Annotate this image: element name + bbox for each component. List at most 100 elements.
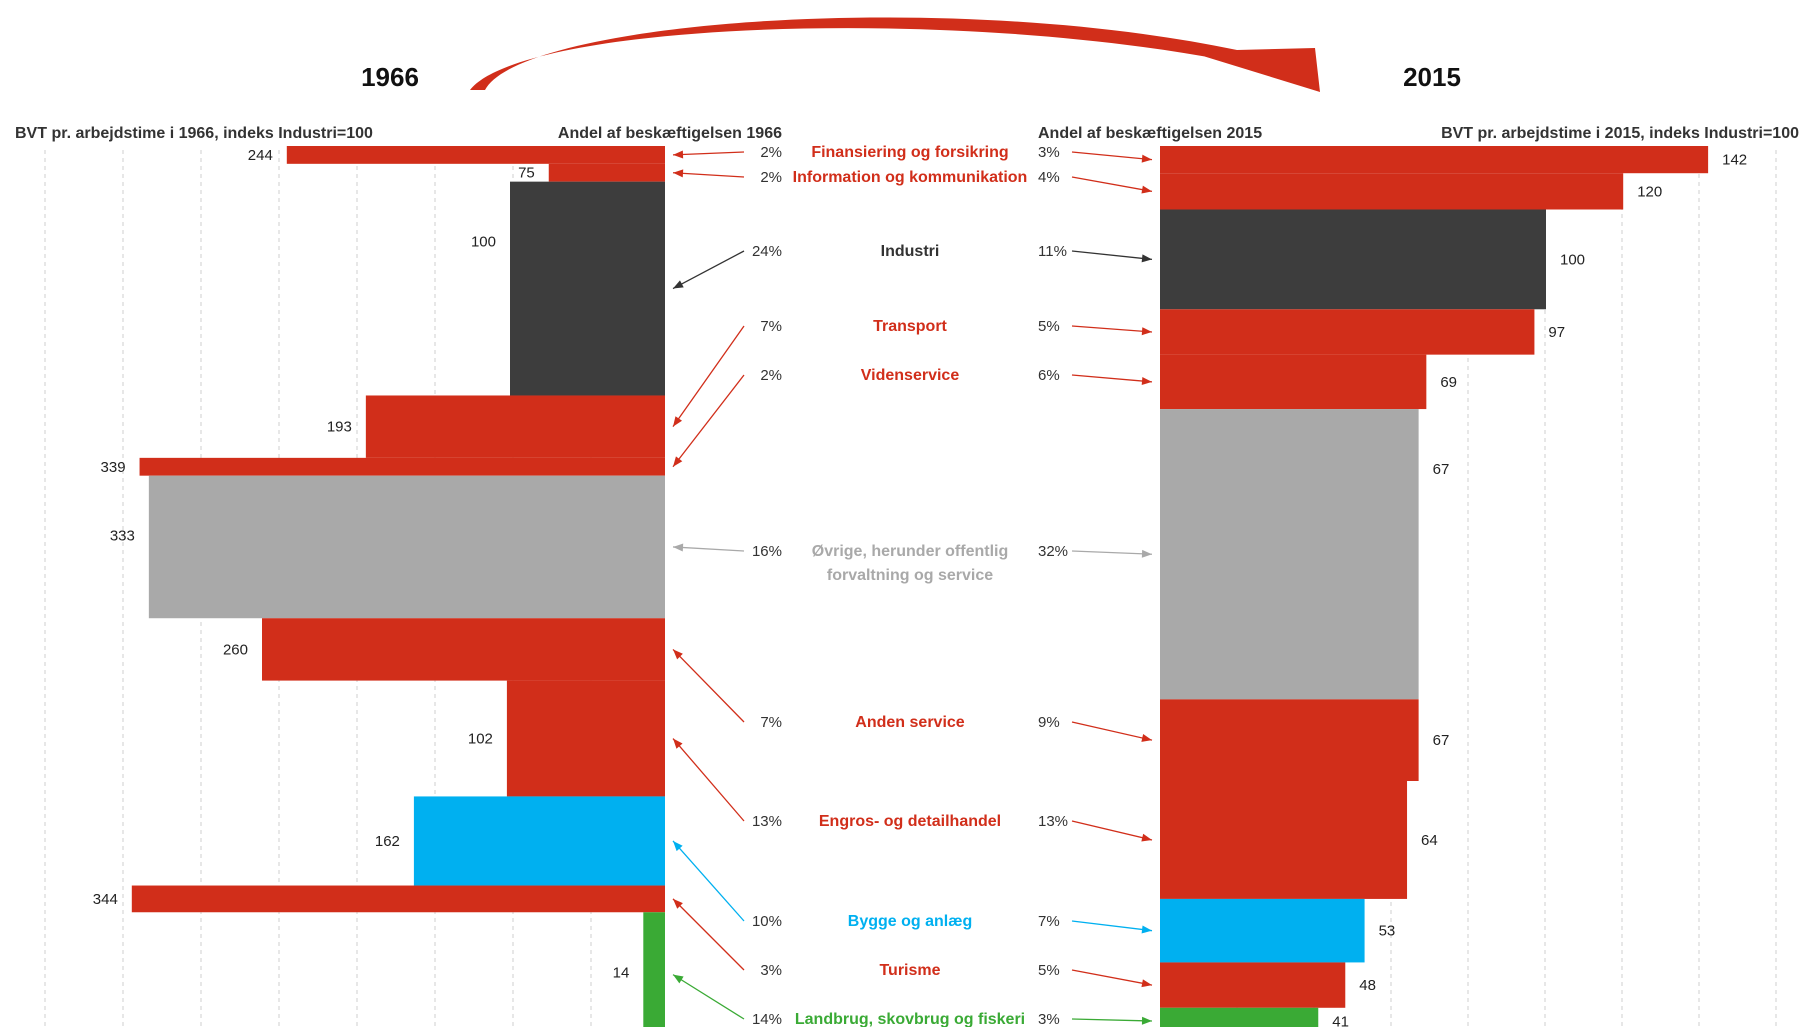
arrowhead-2015-engros-og-detailhandel <box>1141 833 1152 842</box>
bar-1966-anden-service <box>262 618 665 681</box>
sector-name-transport: Transport <box>873 318 947 335</box>
arrowhead-2015-anden-service <box>1141 734 1152 742</box>
value-2015-bygge-og-anlaeg: 53 <box>1379 923 1396 940</box>
share-1966-bygge-og-anlaeg: 10% <box>752 913 782 930</box>
arrow-1966-engros-og-detailhandel <box>672 738 745 822</box>
arrow-2015-videnservice <box>1071 374 1153 383</box>
share-2015-finansiering-og-forsikring: 3% <box>1038 144 1060 161</box>
bar-1966-oevrige-herunder-offentlig-forvaltning-og-service <box>148 475 666 619</box>
arrow-1966-finansiering-og-forsikring <box>672 151 745 156</box>
value-2015-landbrug-skovbrug-og-fiskeri: 41 <box>1332 1013 1349 1027</box>
arrowhead-1966-finansiering-og-forsikring <box>673 150 684 159</box>
arrowhead-1966-industri <box>673 280 684 289</box>
arrow-2015-oevrige-herunder-offentlig-forvaltning-og-service <box>1071 550 1153 555</box>
arrow-1966-information-og-kommunikation <box>672 172 745 178</box>
sector-name-information-og-kommunikation: Information og kommunikation <box>793 169 1028 186</box>
left-value-axis-label: BVT pr. arbejdstime i 1966, indeks Indus… <box>15 125 373 142</box>
sector-name-turisme: Turisme <box>879 962 940 979</box>
sector-name-anden-service: Anden service <box>855 714 964 731</box>
bar-1966-turisme <box>131 885 666 913</box>
bar-2015-videnservice <box>1160 354 1427 410</box>
bar-1966-information-og-kommunikation <box>548 163 665 182</box>
arrowhead-1966-turisme <box>673 898 683 909</box>
connector-arrows <box>672 150 1153 1025</box>
bar-1966-landbrug-skovbrug-og-fiskeri <box>643 912 665 1027</box>
share-2015-oevrige-herunder-offentlig-forvaltning-og-service: 32% <box>1038 543 1068 560</box>
arrow-1966-anden-service <box>672 648 745 723</box>
left-share-axis-label: Andel af beskæftigelsen 1966 <box>558 125 782 142</box>
arrow-2015-engros-og-detailhandel <box>1071 820 1153 841</box>
value-2015-information-og-kommunikation: 120 <box>1637 183 1662 200</box>
share-2015-engros-og-detailhandel: 13% <box>1038 813 1068 830</box>
arrowhead-2015-oevrige-herunder-offentlig-forvaltning-og-service <box>1141 549 1152 558</box>
bar-2015-transport <box>1160 309 1535 355</box>
arrow-1966-bygge-og-anlaeg <box>672 840 745 922</box>
value-2015-anden-service: 67 <box>1433 732 1450 749</box>
value-2015-oevrige-herunder-offentlig-forvaltning-og-service: 67 <box>1433 461 1450 478</box>
value-1966-information-og-kommunikation: 75 <box>518 165 535 182</box>
bar-2015-industri <box>1160 209 1546 310</box>
share-2015-anden-service: 9% <box>1038 714 1060 731</box>
sector-labels: 2% 3% Finansiering og forsikring 2% 4% Inform… <box>752 144 1068 1027</box>
arrow-2015-anden-service <box>1071 721 1153 741</box>
share-1966-anden-service: 7% <box>760 714 782 731</box>
share-1966-information-og-kommunikation: 2% <box>760 169 782 186</box>
bar-2015-engros-og-detailhandel <box>1160 781 1408 899</box>
arrowhead-2015-turisme <box>1141 979 1152 988</box>
right-share-axis-label: Andel af beskæftigelsen 2015 <box>1038 125 1262 142</box>
arrowhead-1966-transport <box>673 416 683 427</box>
sector-name-engros-og-detailhandel: Engros- og detailhandel <box>819 813 1001 830</box>
value-1966-industri: 100 <box>471 234 496 251</box>
arrowhead-1966-landbrug-skovbrug-og-fiskeri <box>673 974 684 984</box>
sector-name-oevrige-herunder-offentlig-forvaltning-og-service-line1: Øvrige, herunder offentlig <box>812 543 1008 560</box>
value-2015-transport: 97 <box>1548 324 1565 341</box>
share-2015-transport: 5% <box>1038 318 1060 335</box>
sector-name-industri: Industri <box>881 243 940 260</box>
bar-2015-landbrug-skovbrug-og-fiskeri <box>1160 1007 1319 1027</box>
bar-1966-transport <box>365 395 665 458</box>
arrow-1966-transport <box>672 325 745 428</box>
share-2015-landbrug-skovbrug-og-fiskeri: 3% <box>1038 1011 1060 1027</box>
arrow-2015-transport <box>1071 325 1153 333</box>
sector-name-landbrug-skovbrug-og-fiskeri: Landbrug, skovbrug og fiskeri <box>795 1011 1025 1027</box>
right-value-axis-label: BVT pr. arbejdstime i 2015, indeks Indus… <box>1441 125 1799 142</box>
arrow-2015-landbrug-skovbrug-og-fiskeri <box>1071 1018 1153 1022</box>
arrow-1966-videnservice <box>672 374 745 468</box>
arrowhead-1966-anden-service <box>673 649 683 660</box>
arrow-1966-turisme <box>672 898 745 971</box>
value-1966-oevrige-herunder-offentlig-forvaltning-og-service: 333 <box>110 528 135 545</box>
value-1966-finansiering-og-forsikring: 244 <box>248 147 273 164</box>
value-2015-videnservice: 69 <box>1440 374 1457 391</box>
value-1966-engros-og-detailhandel: 102 <box>468 731 493 748</box>
value-2015-industri: 100 <box>1560 251 1585 268</box>
bars-2015: 142 120 100 97 69 67 67 64 53 48 41 <box>1160 146 1747 1027</box>
bars-1966: 244 75 100 193 339 333 260 102 162 344 14 <box>93 146 666 1027</box>
year-1966-title: 1966 <box>361 62 419 92</box>
sector-name-oevrige-herunder-offentlig-forvaltning-og-service-line2: forvaltning og service <box>827 567 993 584</box>
arrow-2015-turisme <box>1071 969 1153 986</box>
arrowhead-2015-finansiering-og-forsikring <box>1141 154 1152 163</box>
share-2015-bygge-og-anlaeg: 7% <box>1038 913 1060 930</box>
arrowhead-1966-oevrige-herunder-offentlig-forvaltning-og-service <box>673 543 684 552</box>
value-2015-turisme: 48 <box>1359 977 1376 994</box>
arrow-1966-landbrug-skovbrug-og-fiskeri <box>672 974 745 1020</box>
arrow-2015-industri <box>1071 250 1153 261</box>
bar-1966-bygge-og-anlaeg <box>413 796 665 886</box>
arrowhead-1966-engros-og-detailhandel <box>673 738 683 749</box>
arrow-2015-bygge-og-anlaeg <box>1071 920 1153 932</box>
sector-name-bygge-og-anlaeg: Bygge og anlæg <box>848 913 972 930</box>
bar-2015-turisme <box>1160 962 1346 1008</box>
arrowhead-1966-bygge-og-anlaeg <box>673 840 683 852</box>
year-2015-title: 2015 <box>1403 62 1461 92</box>
arrow-1966-oevrige-herunder-offentlig-forvaltning-og-service <box>672 546 745 552</box>
share-1966-landbrug-skovbrug-og-fiskeri: 14% <box>752 1011 782 1027</box>
arrowhead-1966-information-og-kommunikation <box>673 169 684 178</box>
sector-name-finansiering-og-forsikring: Finansiering og forsikring <box>811 144 1008 161</box>
share-1966-industri: 24% <box>752 243 782 260</box>
bar-1966-industri <box>510 181 665 396</box>
sector-name-videnservice: Videnservice <box>861 367 960 384</box>
arrowhead-2015-industri <box>1141 254 1152 263</box>
value-1966-bygge-og-anlaeg: 162 <box>375 833 400 850</box>
share-2015-turisme: 5% <box>1038 962 1060 979</box>
value-1966-turisme: 344 <box>93 891 118 908</box>
